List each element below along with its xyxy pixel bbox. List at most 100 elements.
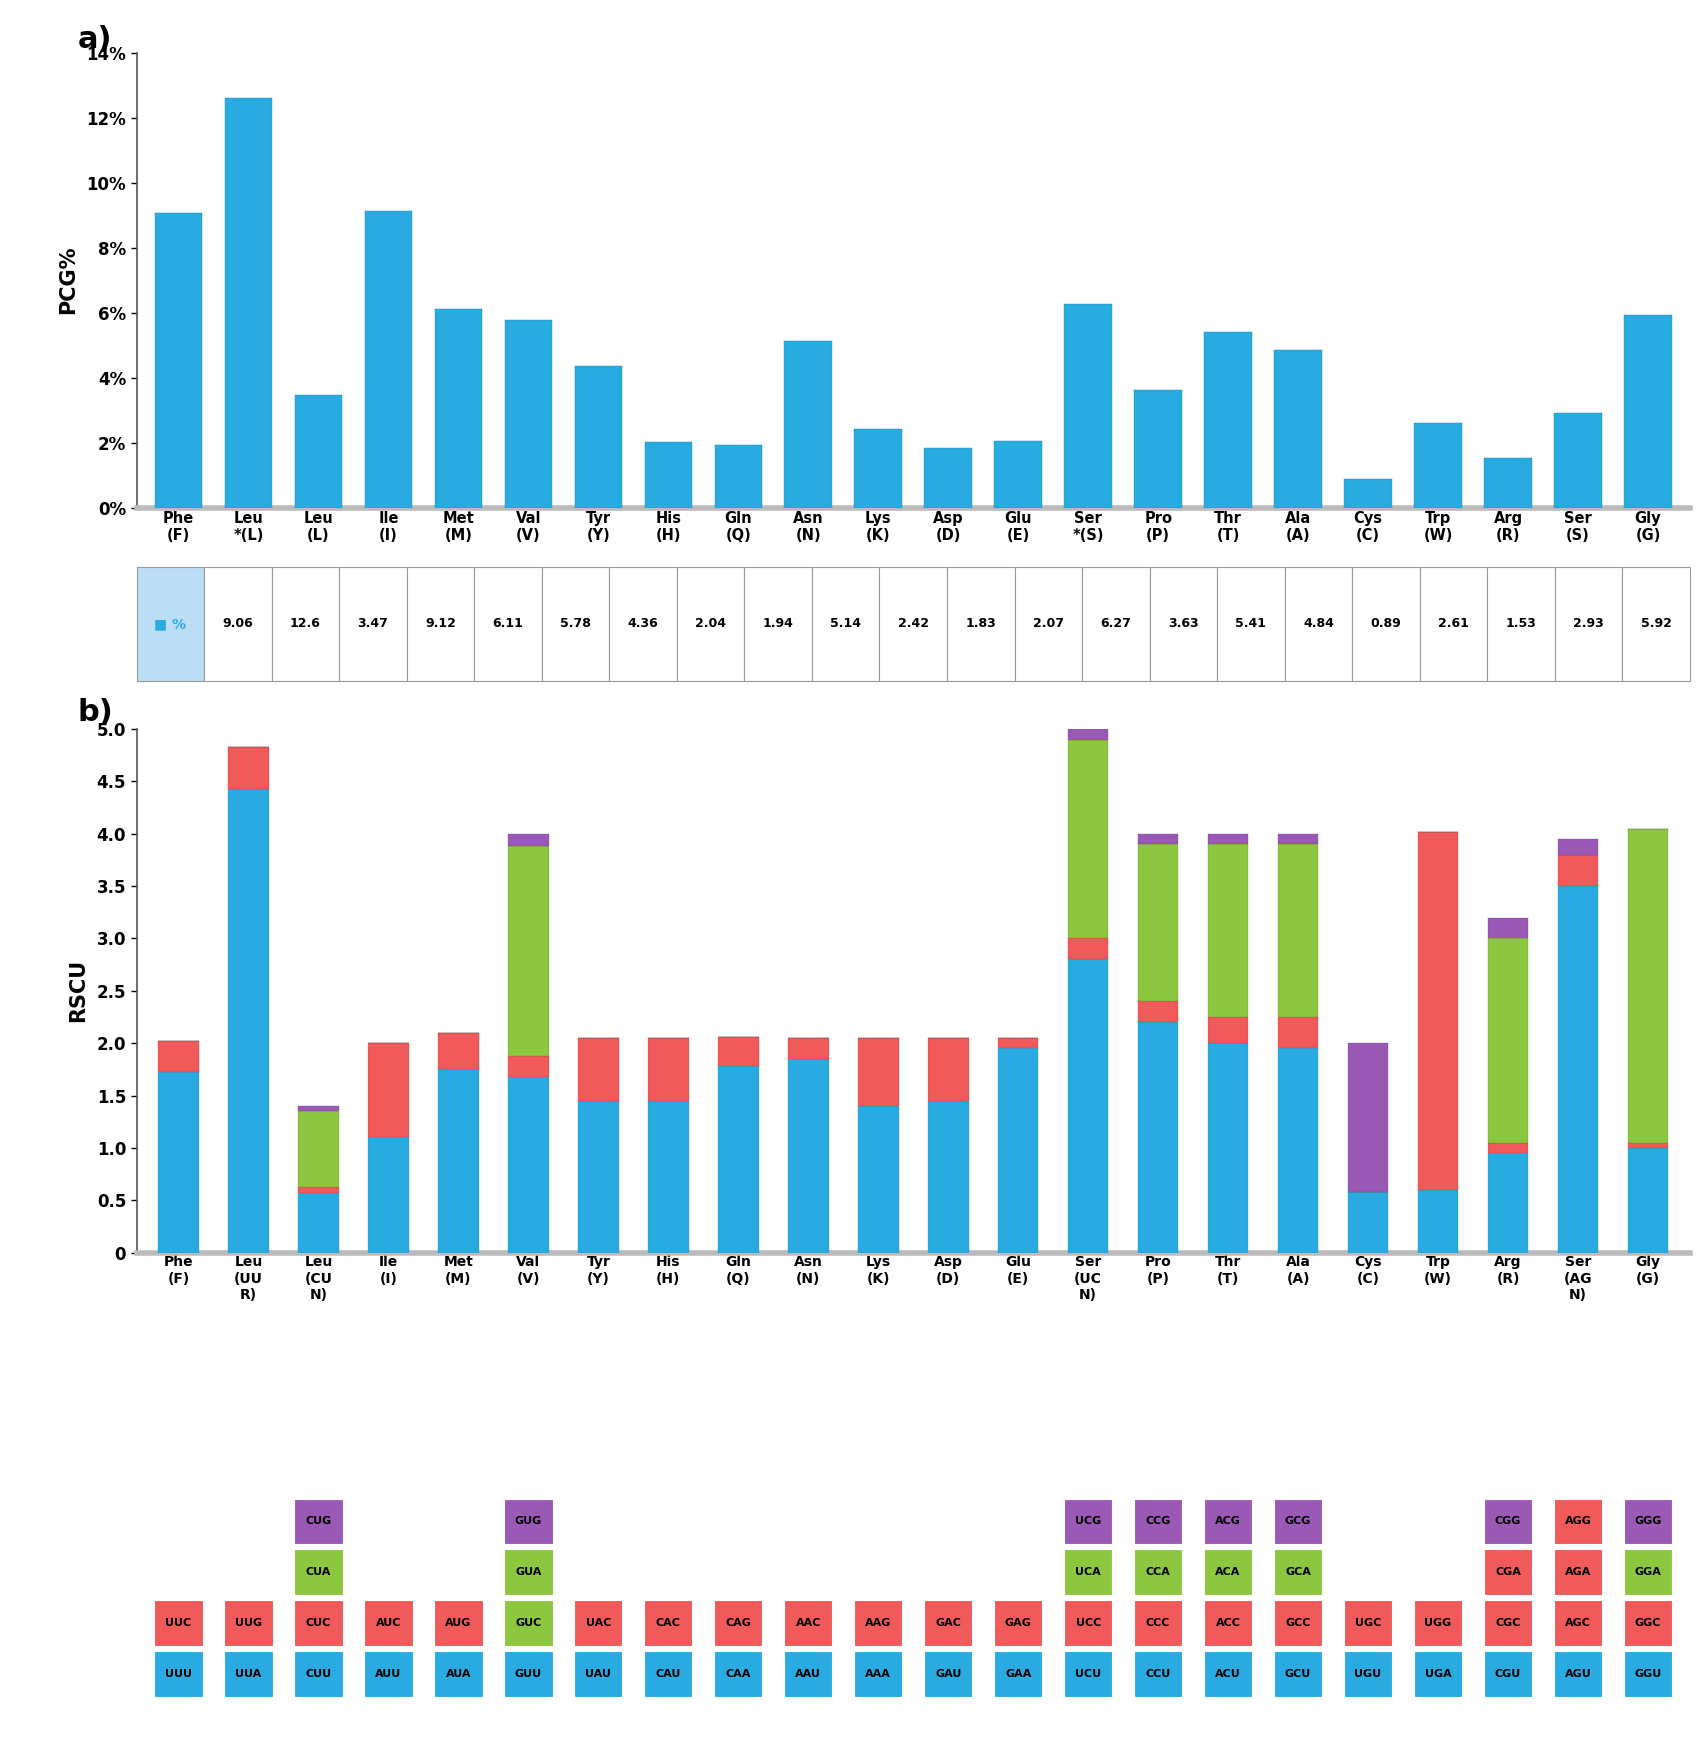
Text: UCG: UCG [1075,1517,1101,1526]
Bar [645,442,691,509]
Bar [155,214,203,509]
Bar [369,1137,408,1252]
Bar [1279,833,1318,844]
Text: UUA: UUA [236,1670,261,1679]
Text: UGU: UGU [1354,1670,1381,1679]
Text: UGG: UGG [1424,1619,1451,1628]
Bar [1628,1142,1668,1147]
Bar [1483,458,1531,509]
Text: CCU: CCU [1145,1670,1171,1679]
Bar [579,1038,618,1102]
Bar [1558,838,1598,854]
Bar [719,1037,758,1066]
Bar [1623,316,1671,509]
Text: CUG: CUG [306,1517,331,1526]
Y-axis label: RSCU: RSCU [68,959,89,1023]
Text: GUC: GUC [516,1619,541,1628]
Text: GUG: GUG [516,1517,543,1526]
Text: AGU: AGU [1565,1670,1591,1679]
Bar [785,340,831,509]
Bar [505,319,551,509]
Bar [1069,730,1108,740]
Bar [159,1072,198,1252]
Bar [929,1038,968,1102]
Bar [1135,389,1181,509]
Bar [225,98,273,509]
Bar [1345,479,1391,509]
Bar [1139,844,1178,1002]
Bar [1413,423,1461,509]
Bar [1419,831,1458,1189]
Bar [579,1102,618,1252]
Text: CAC: CAC [655,1619,681,1628]
Text: GUU: GUU [516,1670,541,1679]
Bar [1139,1002,1178,1023]
Text: CGC: CGC [1495,1619,1521,1628]
Text: CAA: CAA [725,1670,751,1679]
Bar [439,1070,478,1252]
Text: CGA: CGA [1495,1568,1521,1577]
Text: GAG: GAG [1005,1619,1031,1628]
Bar [1139,833,1178,844]
Bar [509,1056,548,1077]
Bar [365,210,413,509]
Text: UCC: UCC [1075,1619,1101,1628]
Text: CGG: CGG [1495,1517,1521,1526]
Text: AUG: AUG [446,1619,471,1628]
Bar [1349,1044,1388,1193]
Bar [715,446,761,509]
Text: GAC: GAC [935,1619,961,1628]
Bar [929,1102,968,1252]
Bar [1069,938,1108,959]
Text: GCG: GCG [1285,1517,1311,1526]
Bar [1628,828,1668,1142]
Text: GUA: GUA [516,1568,541,1577]
Bar [649,1038,688,1102]
Text: ACG: ACG [1215,1517,1241,1526]
Bar [1489,1142,1528,1152]
Bar [509,833,548,847]
Bar [1069,959,1108,1252]
Bar [299,1112,338,1187]
Text: CUC: CUC [306,1619,331,1628]
Bar [855,430,901,509]
Bar [999,1049,1038,1252]
Bar [999,1038,1038,1049]
Text: CUU: CUU [306,1670,331,1679]
Text: UUC: UUC [166,1619,191,1628]
Text: GGA: GGA [1635,1568,1661,1577]
Text: AGA: AGA [1565,1568,1591,1577]
Bar [789,1038,828,1059]
Bar [1558,854,1598,886]
Bar [859,1107,898,1252]
Bar [1628,1147,1668,1252]
Text: b): b) [77,698,113,726]
Bar [995,440,1041,509]
Text: UCU: UCU [1075,1670,1101,1679]
Bar [299,1107,338,1112]
Bar [229,789,268,1252]
Text: AAU: AAU [795,1670,821,1679]
Text: a): a) [77,25,113,54]
Bar [1065,303,1111,509]
Text: AUA: AUA [446,1670,471,1679]
Text: UAU: UAU [586,1670,611,1679]
Text: GGU: GGU [1634,1670,1661,1679]
Bar [575,367,621,509]
Text: AUC: AUC [376,1619,401,1628]
Bar [1489,1152,1528,1252]
Bar [1489,938,1528,1142]
Bar [1275,351,1321,509]
Text: GCA: GCA [1285,1568,1311,1577]
Text: CAG: CAG [725,1619,751,1628]
Bar [299,1187,338,1193]
Bar [789,1059,828,1252]
Bar [1558,886,1598,1252]
Text: GGG: GGG [1634,1517,1661,1526]
Bar [1209,844,1248,1017]
Bar [1209,1017,1248,1044]
Text: CCA: CCA [1145,1568,1171,1577]
Bar [719,1066,758,1252]
Bar [435,309,481,509]
Y-axis label: PCG%: PCG% [58,246,79,314]
